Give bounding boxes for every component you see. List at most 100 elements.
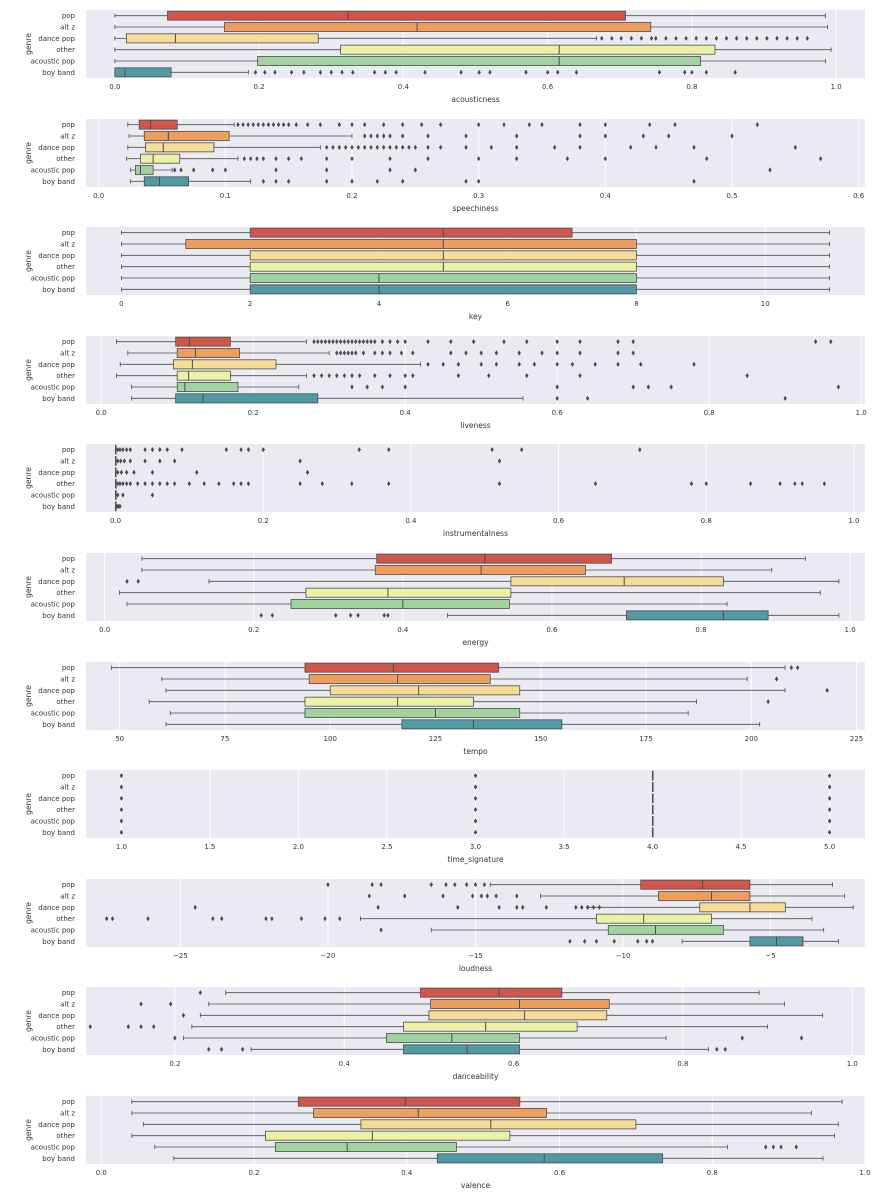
outlier-point xyxy=(354,350,358,356)
outlier-point xyxy=(631,338,635,345)
outlier-point xyxy=(388,166,392,173)
x-tick-label: 1.0 xyxy=(116,843,127,851)
outlier-point xyxy=(766,698,770,704)
outlier-point xyxy=(765,35,769,41)
outlier-point xyxy=(202,481,206,487)
x-axis-label: loudness xyxy=(459,964,492,973)
outlier-point xyxy=(394,144,399,150)
y-tick-label: dance pop xyxy=(38,143,75,151)
outlier-point xyxy=(494,893,498,899)
outlier-point xyxy=(628,144,633,150)
y-tick-label: alt z xyxy=(60,241,75,249)
boxplot-panel-loudness: −25 −20 −15 −10 −5 pop alt z dance pop other acou… xyxy=(0,878,882,981)
outlier-point xyxy=(556,69,560,75)
box-iqr xyxy=(305,587,512,598)
outlier-point xyxy=(318,121,323,127)
outlier-point xyxy=(241,121,245,127)
outlier-point xyxy=(219,1047,224,1053)
outlier-point xyxy=(316,338,320,345)
boxplot-panel-speechiness: 0.0 0.1 0.2 0.3 0.4 0.5 0.6 pop alt z dance pop ot… xyxy=(0,118,882,221)
x-tick-label: 3.0 xyxy=(470,843,481,851)
outlier-point xyxy=(593,481,598,487)
y-tick-label: boy band xyxy=(42,177,75,185)
boxplot-svg: 1.0 1.5 2.0 2.5 3.0 3.5 4.0 4.5 5.0 pop alt z dance… xyxy=(24,770,865,864)
y-tick-label: pop xyxy=(62,772,76,780)
outlier-point xyxy=(319,338,324,345)
outlier-point xyxy=(639,35,644,41)
outlier-point xyxy=(603,121,608,127)
outlier-point xyxy=(388,338,392,345)
outlier-point xyxy=(400,144,405,150)
outlier-point xyxy=(286,178,291,184)
outlier-point xyxy=(423,69,427,75)
y-axis-label: genre xyxy=(24,576,33,598)
outlier-point xyxy=(274,155,278,161)
outlier-point xyxy=(172,458,177,464)
box-boy-band xyxy=(129,175,696,186)
outlier-point xyxy=(768,166,772,173)
outlier-point xyxy=(261,155,266,161)
outlier-point xyxy=(783,395,787,401)
x-tick-label: 0.0 xyxy=(96,1169,107,1177)
x-tick-label: 0.2 xyxy=(248,1169,259,1177)
outlier-point xyxy=(350,338,354,345)
y-tick-label: dance pop xyxy=(38,252,75,260)
outlier-point xyxy=(555,361,559,367)
outlier-point xyxy=(128,458,133,464)
outlier-point xyxy=(121,492,125,498)
outlier-point xyxy=(413,144,418,150)
outlier-point xyxy=(369,132,373,139)
boxplot-panel-key: 0 2 4 6 8 10 pop alt z dance pop other acoustic po… xyxy=(0,227,882,329)
outlier-point xyxy=(544,904,549,910)
outlier-point xyxy=(674,35,678,41)
outlier-point xyxy=(449,350,453,356)
y-tick-label: other xyxy=(56,915,75,923)
outlier-point xyxy=(610,35,614,41)
outlier-point xyxy=(356,144,361,150)
outlier-point xyxy=(673,121,677,127)
outlier-point xyxy=(473,818,478,824)
outlier-point xyxy=(647,121,652,127)
box-iqr xyxy=(360,1119,637,1130)
y-tick-label: dance pop xyxy=(38,904,75,912)
outlier-point xyxy=(246,447,251,453)
outlier-point xyxy=(524,69,528,75)
x-tick-label: 0.0 xyxy=(93,192,104,200)
box-iqr xyxy=(134,164,154,175)
outlier-point xyxy=(261,178,266,184)
x-tick-label: 0.6 xyxy=(553,517,565,525)
box-iqr xyxy=(176,370,231,381)
x-axis-label: speechiness xyxy=(452,204,498,213)
boxplot-svg: 50 75 100 125 150 175 200 225 pop alt z dance pop o… xyxy=(24,661,865,756)
outlier-point xyxy=(578,132,582,139)
outlier-point xyxy=(122,458,127,464)
y-tick-label: boy band xyxy=(42,720,75,728)
box-dance-pop xyxy=(125,576,840,587)
outlier-point xyxy=(329,69,333,75)
outlier-point xyxy=(369,338,373,345)
outlier-point xyxy=(351,69,355,75)
box-alt-z xyxy=(139,999,785,1010)
outlier-point xyxy=(338,338,343,345)
x-tick-label: 200 xyxy=(745,735,758,743)
x-tick-label: 0.8 xyxy=(701,517,712,525)
box-iqr xyxy=(257,56,701,66)
box-acoustic-pop xyxy=(126,599,728,609)
x-tick-label: 4 xyxy=(377,300,382,308)
outlier-point xyxy=(327,338,331,345)
outlier-point xyxy=(692,178,696,184)
outlier-point xyxy=(438,121,443,127)
y-axis-label: genre xyxy=(24,359,33,381)
outlier-point xyxy=(372,69,377,75)
y-tick-label: alt z xyxy=(60,132,75,140)
y-tick-label: boy band xyxy=(42,286,75,294)
outlier-point xyxy=(730,132,734,139)
x-tick-label: −5 xyxy=(765,952,775,960)
y-tick-label: alt z xyxy=(60,892,75,900)
x-tick-label: 0.6 xyxy=(508,1060,520,1068)
y-tick-label: acoustic pop xyxy=(31,275,76,283)
outlier-point xyxy=(299,155,304,161)
y-tick-label: acoustic pop xyxy=(31,1035,76,1043)
outlier-point xyxy=(116,492,120,498)
box-dance-pop xyxy=(127,141,798,152)
